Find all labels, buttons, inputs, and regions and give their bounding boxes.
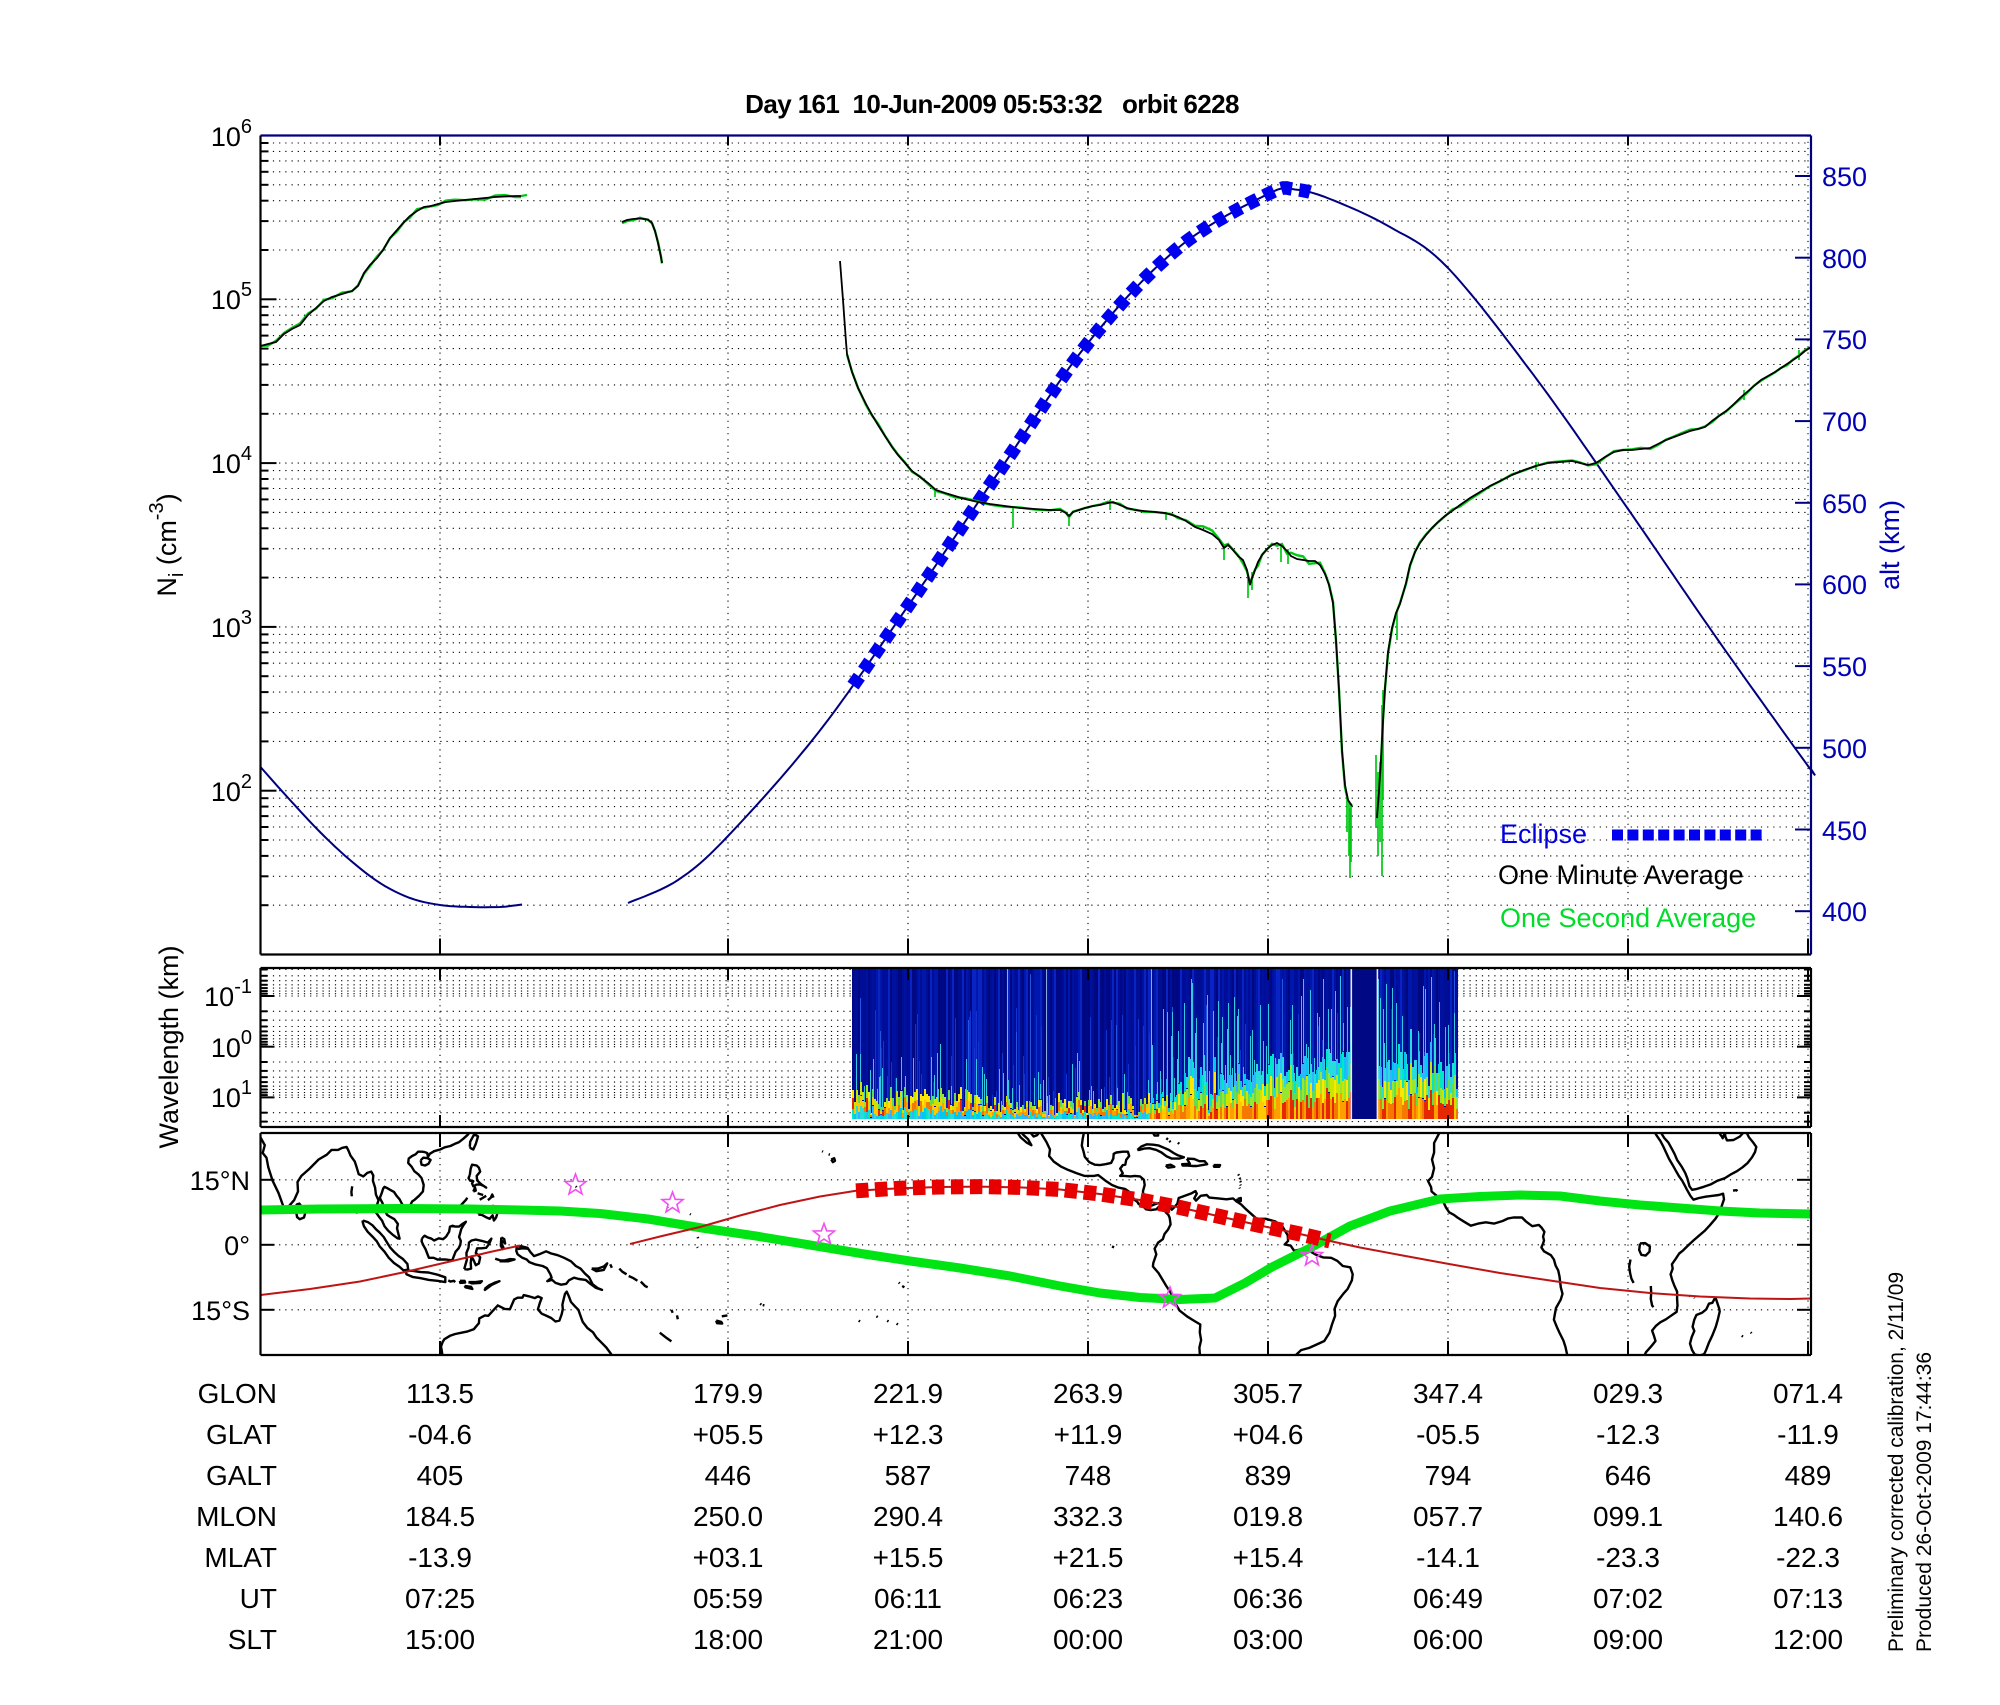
svg-text:-05.5: -05.5 xyxy=(1416,1419,1480,1450)
svg-text:06:36: 06:36 xyxy=(1233,1583,1303,1614)
svg-text:SLT: SLT xyxy=(228,1624,277,1655)
svg-text:800: 800 xyxy=(1822,244,1867,274)
svg-text:15:00: 15:00 xyxy=(405,1624,475,1655)
svg-text:184.5: 184.5 xyxy=(405,1501,475,1532)
svg-text:-04.6: -04.6 xyxy=(408,1419,472,1450)
svg-text:332.3: 332.3 xyxy=(1053,1501,1123,1532)
svg-text:15°N: 15°N xyxy=(190,1166,250,1196)
svg-text:15°S: 15°S xyxy=(191,1296,250,1326)
svg-text:100: 100 xyxy=(211,1027,252,1063)
svg-text:18:00: 18:00 xyxy=(693,1624,763,1655)
svg-text:179.9: 179.9 xyxy=(693,1378,763,1409)
svg-text:305.7: 305.7 xyxy=(1233,1378,1303,1409)
svg-text:019.8: 019.8 xyxy=(1233,1501,1303,1532)
svg-text:405: 405 xyxy=(417,1460,464,1491)
svg-text:-22.3: -22.3 xyxy=(1776,1542,1840,1573)
svg-text:446: 446 xyxy=(705,1460,752,1491)
svg-text:600: 600 xyxy=(1822,570,1867,600)
svg-text:MLAT: MLAT xyxy=(204,1542,277,1573)
svg-text:-14.1: -14.1 xyxy=(1416,1542,1480,1573)
svg-text:+05.5: +05.5 xyxy=(693,1419,764,1450)
svg-text:105: 105 xyxy=(211,279,252,315)
svg-text:700: 700 xyxy=(1822,407,1867,437)
svg-text:+15.4: +15.4 xyxy=(1233,1542,1304,1573)
svg-text:+04.6: +04.6 xyxy=(1233,1419,1304,1450)
svg-text:140.6: 140.6 xyxy=(1773,1501,1843,1532)
svg-text:06:00: 06:00 xyxy=(1413,1624,1483,1655)
svg-text:21:00: 21:00 xyxy=(873,1624,943,1655)
svg-text:07:13: 07:13 xyxy=(1773,1583,1843,1614)
svg-text:09:00: 09:00 xyxy=(1593,1624,1663,1655)
svg-text:-23.3: -23.3 xyxy=(1596,1542,1660,1573)
svg-text:MLON: MLON xyxy=(196,1501,277,1532)
svg-text:Day 161 10-Jun-2009 05:53:32: Day 161 10-Jun-2009 05:53:32 orbit 6228 xyxy=(745,89,1239,119)
svg-text:+15.5: +15.5 xyxy=(873,1542,944,1573)
svg-text:05:59: 05:59 xyxy=(693,1583,763,1614)
svg-text:850: 850 xyxy=(1822,162,1867,192)
svg-text:GLAT: GLAT xyxy=(206,1419,277,1450)
svg-text:839: 839 xyxy=(1245,1460,1292,1491)
svg-text:06:49: 06:49 xyxy=(1413,1583,1483,1614)
svg-text:03:00: 03:00 xyxy=(1233,1624,1303,1655)
svg-text:+03.1: +03.1 xyxy=(693,1542,764,1573)
svg-text:750: 750 xyxy=(1822,325,1867,355)
svg-text:101: 101 xyxy=(211,1077,252,1113)
svg-text:-11.9: -11.9 xyxy=(1777,1419,1839,1450)
svg-text:Eclipse: Eclipse xyxy=(1500,819,1587,849)
svg-text:646: 646 xyxy=(1605,1460,1652,1491)
svg-text:GALT: GALT xyxy=(206,1460,277,1491)
svg-text:071.4: 071.4 xyxy=(1773,1378,1843,1409)
svg-text:102: 102 xyxy=(211,771,252,807)
svg-text:06:23: 06:23 xyxy=(1053,1583,1123,1614)
svg-text:489: 489 xyxy=(1785,1460,1832,1491)
svg-text:650: 650 xyxy=(1822,489,1867,519)
svg-text:UT: UT xyxy=(240,1583,277,1614)
svg-text:587: 587 xyxy=(885,1460,932,1491)
svg-text:07:02: 07:02 xyxy=(1593,1583,1663,1614)
svg-text:alt (km): alt (km) xyxy=(1875,500,1905,590)
svg-text:Produced 26-Oct-2009 17:44:36: Produced 26-Oct-2009 17:44:36 xyxy=(1913,1352,1936,1652)
svg-text:290.4: 290.4 xyxy=(873,1501,943,1532)
svg-text:500: 500 xyxy=(1822,734,1867,764)
svg-text:10-1: 10-1 xyxy=(204,976,252,1012)
svg-text:07:25: 07:25 xyxy=(405,1583,475,1614)
svg-text:103: 103 xyxy=(211,607,252,643)
svg-text:106: 106 xyxy=(211,116,252,152)
svg-text:099.1: 099.1 xyxy=(1593,1501,1663,1532)
svg-text:400: 400 xyxy=(1822,897,1867,927)
svg-text:One Second Average: One Second Average xyxy=(1500,903,1756,933)
svg-text:794: 794 xyxy=(1425,1460,1472,1491)
svg-text:057.7: 057.7 xyxy=(1413,1501,1483,1532)
svg-text:+11.9: +11.9 xyxy=(1054,1419,1123,1450)
svg-text:Wavelength (km): Wavelength (km) xyxy=(154,945,184,1148)
svg-text:263.9: 263.9 xyxy=(1053,1378,1123,1409)
svg-text:Preliminary corrected calibrat: Preliminary corrected calibration, 2/11/… xyxy=(1885,1272,1908,1652)
svg-text:-12.3: -12.3 xyxy=(1596,1419,1660,1450)
svg-text:347.4: 347.4 xyxy=(1413,1378,1483,1409)
svg-text:+21.5: +21.5 xyxy=(1053,1542,1124,1573)
svg-text:+12.3: +12.3 xyxy=(873,1419,944,1450)
svg-text:221.9: 221.9 xyxy=(873,1378,943,1409)
svg-text:450: 450 xyxy=(1822,816,1867,846)
svg-text:One Minute Average: One Minute Average xyxy=(1498,860,1744,890)
svg-text:250.0: 250.0 xyxy=(693,1501,763,1532)
svg-text:029.3: 029.3 xyxy=(1593,1378,1663,1409)
svg-text:06:11: 06:11 xyxy=(874,1583,942,1614)
svg-text:GLON: GLON xyxy=(198,1378,277,1409)
svg-text:104: 104 xyxy=(211,443,252,479)
svg-text:550: 550 xyxy=(1822,652,1867,682)
svg-text:12:00: 12:00 xyxy=(1773,1624,1843,1655)
svg-text:00:00: 00:00 xyxy=(1053,1624,1123,1655)
svg-text:113.5: 113.5 xyxy=(406,1378,474,1409)
svg-text:-13.9: -13.9 xyxy=(408,1542,472,1573)
svg-text:0°: 0° xyxy=(224,1231,250,1261)
svg-text:748: 748 xyxy=(1065,1460,1112,1491)
